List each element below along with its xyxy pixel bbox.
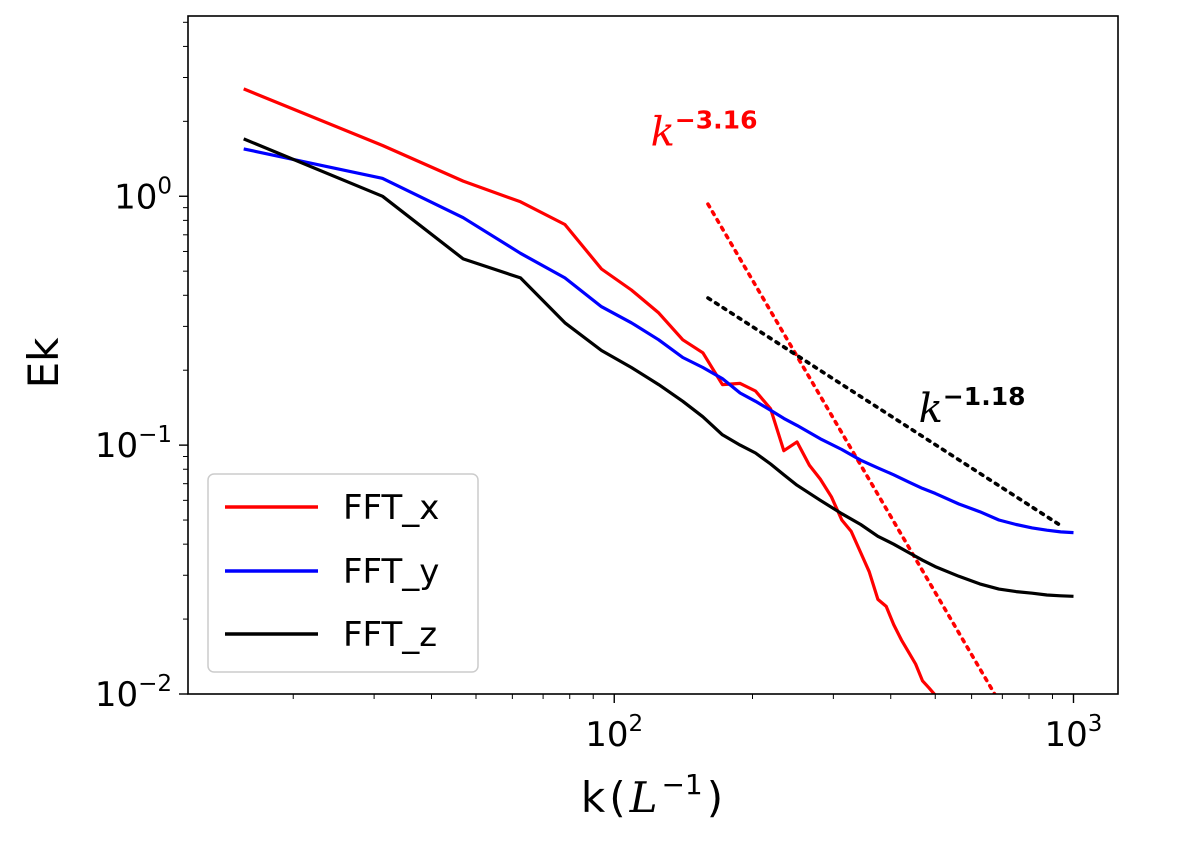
y-tick-label: 10−2 [95, 671, 172, 715]
y-tick-label-base: 10 [114, 177, 157, 217]
series-line-fft-z [243, 137, 1074, 598]
x-tick-label-base: 10 [1045, 715, 1088, 755]
y-axis-label: Ek [19, 337, 68, 389]
x-axis-label: k ( L −1 ) [581, 768, 723, 822]
ticks-layer [179, 21, 1075, 703]
x-tick-label: 102 [585, 711, 643, 755]
annotation-base: k [919, 386, 943, 432]
fit-lines-layer [706, 202, 1061, 694]
annotation-exponent: −3.16 [675, 105, 758, 134]
y-tick-label-exp: −2 [138, 671, 172, 697]
annotation-exponent: −1.18 [943, 382, 1026, 411]
legend: FFT_x FFT_y FFT_z [207, 473, 479, 673]
x-axis-label-unit: L [629, 773, 658, 822]
legend-label-fft-x: FFT_x [343, 488, 439, 528]
plot-frame [187, 15, 1119, 695]
x-tick-label: 103 [1045, 711, 1103, 755]
x-axis-label-close-paren: ) [707, 773, 723, 822]
y-tick-label-exp: −1 [138, 422, 172, 448]
y-tick-label: 10−1 [95, 422, 172, 466]
series-layer [243, 87, 1074, 694]
y-tick-label-base: 10 [95, 426, 138, 466]
x-tick-label-exp: 2 [629, 711, 644, 737]
legend-label-fft-z: FFT_z [343, 615, 437, 655]
y-tick-label-base: 10 [95, 675, 138, 715]
x-axis-label-open-paren: ( [609, 773, 625, 822]
y-tick-label-exp: 0 [157, 173, 172, 199]
fit-line-red [706, 202, 997, 694]
y-tick-label: 100 [114, 173, 172, 217]
annotation-base: k [651, 109, 675, 155]
fit-line-black [706, 296, 1061, 527]
annotation-slope-red: k−3.16 [651, 105, 758, 155]
annotation-slope-black: k−1.18 [919, 382, 1026, 432]
series-line-fft-x [243, 87, 937, 694]
series-line-fft-y [243, 147, 1074, 535]
x-axis-label-unit-exp: −1 [661, 768, 702, 801]
x-axis-label-var: k [581, 773, 606, 822]
annotations-layer: k−3.16k−1.18 [651, 105, 1026, 431]
legend-frame [207, 473, 479, 673]
x-tick-label-exp: 3 [1088, 711, 1103, 737]
x-tick-label-base: 10 [585, 715, 628, 755]
legend-label-fft-y: FFT_y [343, 552, 439, 592]
